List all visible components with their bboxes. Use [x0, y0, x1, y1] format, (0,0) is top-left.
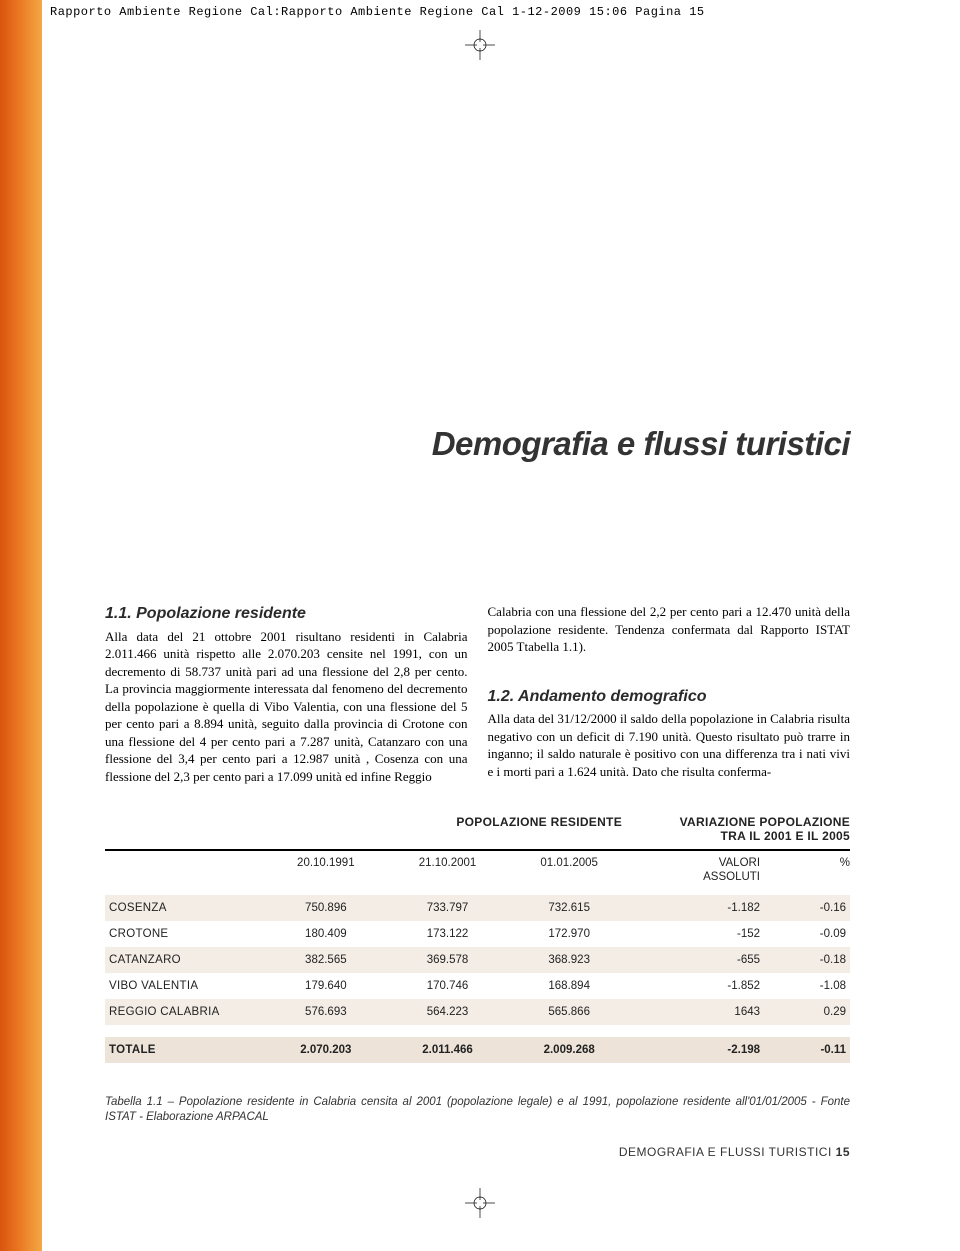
- section-2-heading: 1.2. Andamento demografico: [488, 686, 851, 708]
- col-pct: %: [760, 857, 850, 885]
- cell-2005: 565.866: [508, 1006, 630, 1018]
- col-2005: 01.01.2005: [508, 857, 630, 885]
- side-strip: [0, 0, 42, 1251]
- table-subheader: 20.10.1991 21.10.2001 01.01.2005 VALORI …: [105, 851, 850, 895]
- table-row: VIBO VALENTIA179.640170.746168.894-1.852…: [105, 973, 850, 999]
- page-title: Demografia e flussi turistici: [432, 425, 850, 463]
- section-1-body: Alla data del 21 ottobre 2001 risultano …: [105, 628, 468, 786]
- crop-mark-top-icon: [465, 30, 495, 65]
- table-total-row: TOTALE 2.070.203 2.011.466 2.009.268 -2.…: [105, 1037, 850, 1063]
- population-table: POPOLAZIONE RESIDENTE VARIAZIONE POPOLAZ…: [105, 815, 850, 1063]
- cell-2001: 369.578: [387, 954, 509, 966]
- cell-2001: 170.746: [387, 980, 509, 992]
- cell-2001: 173.122: [387, 928, 509, 940]
- table-group-header: POPOLAZIONE RESIDENTE VARIAZIONE POPOLAZ…: [105, 815, 850, 843]
- cell-pct: -1.08: [760, 980, 850, 992]
- cell-pct: -0.09: [760, 928, 850, 940]
- cell-valori: -1.182: [630, 902, 760, 914]
- cell-province: CROTONE: [105, 928, 265, 940]
- cell-province: REGGIO CALABRIA: [105, 1006, 265, 1018]
- print-meta-header: Rapporto Ambiente Regione Cal:Rapporto A…: [50, 5, 705, 19]
- column-right: Calabria con una flessione del 2,2 per c…: [488, 603, 851, 786]
- cell-1991: 750.896: [265, 902, 387, 914]
- body-columns: 1.1. Popolazione residente Alla data del…: [105, 603, 850, 786]
- cell-pct: 0.29: [760, 1006, 850, 1018]
- cell-1991: 576.693: [265, 1006, 387, 1018]
- crop-mark-bottom-icon: [465, 1188, 495, 1223]
- cell-2005: 168.894: [508, 980, 630, 992]
- table-row: CATANZARO382.565369.578368.923-655-0.18: [105, 947, 850, 973]
- cell-1991: 179.640: [265, 980, 387, 992]
- cell-2005: 368.923: [508, 954, 630, 966]
- col-2001: 21.10.2001: [387, 857, 509, 885]
- cell-valori: -1.852: [630, 980, 760, 992]
- cell-province: CATANZARO: [105, 954, 265, 966]
- cell-valori: -152: [630, 928, 760, 940]
- group-header-right: VARIAZIONE POPOLAZIONE TRA IL 2001 E IL …: [630, 815, 850, 843]
- cell-pct: -0.18: [760, 954, 850, 966]
- cell-pct: -0.16: [760, 902, 850, 914]
- cell-province: VIBO VALENTIA: [105, 980, 265, 992]
- cell-2005: 172.970: [508, 928, 630, 940]
- section-2-body: Alla data del 31/12/2000 il saldo della …: [488, 710, 851, 780]
- group-header-mid: POPOLAZIONE RESIDENTE: [265, 815, 630, 843]
- section-1-heading: 1.1. Popolazione residente: [105, 603, 468, 625]
- column-left: 1.1. Popolazione residente Alla data del…: [105, 603, 468, 786]
- table-row: CROTONE180.409173.122172.970-152-0.09: [105, 921, 850, 947]
- col-1991: 20.10.1991: [265, 857, 387, 885]
- column-right-top: Calabria con una flessione del 2,2 per c…: [488, 603, 851, 656]
- page-footer: DEMOGRAFIA E FLUSSI TURISTICI 15: [619, 1145, 850, 1159]
- cell-valori: 1643: [630, 1006, 760, 1018]
- cell-1991: 382.565: [265, 954, 387, 966]
- cell-2001: 564.223: [387, 1006, 509, 1018]
- table-caption: Tabella 1.1 – Popolazione residente in C…: [105, 1095, 850, 1125]
- cell-2001: 733.797: [387, 902, 509, 914]
- cell-1991: 180.409: [265, 928, 387, 940]
- table-row: COSENZA750.896733.797732.615-1.182-0.16: [105, 895, 850, 921]
- table-row: REGGIO CALABRIA576.693564.223565.8661643…: [105, 999, 850, 1025]
- cell-2005: 732.615: [508, 902, 630, 914]
- cell-valori: -655: [630, 954, 760, 966]
- cell-province: COSENZA: [105, 902, 265, 914]
- col-valori: VALORI ASSOLUTI: [630, 857, 760, 885]
